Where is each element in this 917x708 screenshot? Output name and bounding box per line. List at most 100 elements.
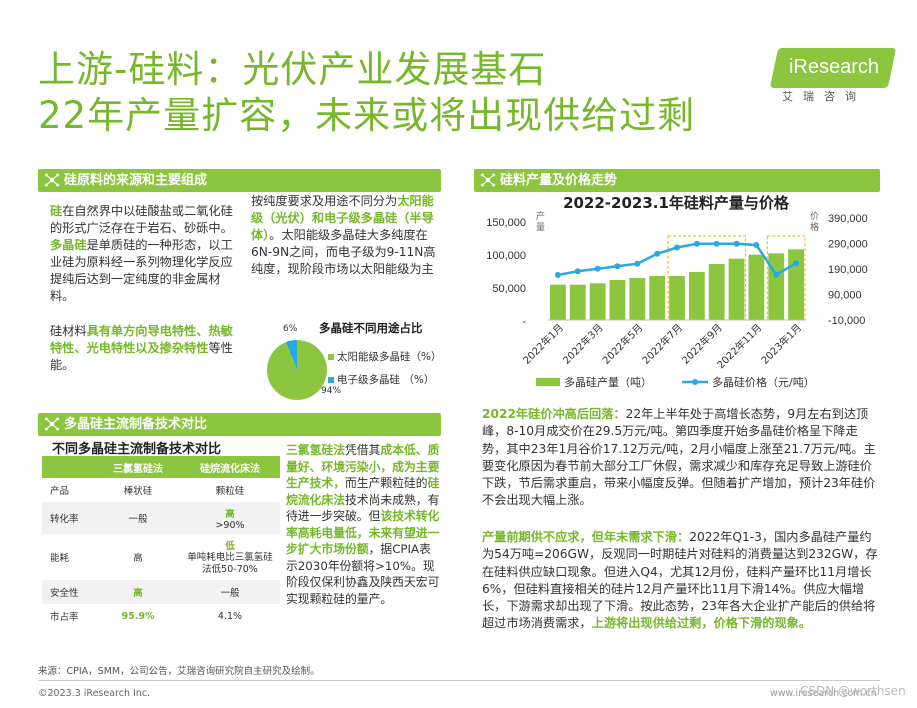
bar-output	[629, 278, 646, 320]
y-left-tick-label: 150,000	[486, 217, 526, 229]
paragraph-purity: 按纯度要求及用途不同分为太阳能级（光伏）和电子级多晶硅（半导体）。太阳能级多晶硅…	[251, 193, 441, 278]
line-price-point	[594, 265, 601, 272]
text: 是单质硅的一种形态，以工业硅为原料经一系列物理化学反应提纯后达到一定纯度的非金属…	[50, 238, 233, 303]
text-highlight: 具有单方向导电特性、热敏特性、光电特性以及掺杂特性	[50, 324, 233, 355]
legend-swatch-output	[536, 378, 560, 386]
line-price-point	[634, 260, 641, 267]
source-note: 来源：CPIA，SMM，公司公告，艾瑞咨询研究院自主研究及绘制。	[38, 666, 320, 677]
section-title: 硅料产量及价格走势	[500, 173, 618, 188]
bar-output	[609, 280, 626, 320]
table-row: 产品 棒状硅 颗粒硅	[42, 478, 280, 502]
page-title-line2: 22年产量扩容，未来或将出现供给过剩	[38, 94, 696, 137]
y-left-tick-label: 50,000	[492, 283, 526, 295]
line-price-point	[654, 250, 661, 257]
network-icon	[45, 417, 59, 431]
section-title: 多晶硅主流制备技术对比	[64, 417, 208, 432]
paragraph-silicon-properties: 硅材料具有单方向导电特性、热敏特性、光电特性以及掺杂特性等性能。	[50, 323, 242, 374]
bar-output	[649, 276, 666, 320]
table-row: 安全性 高 一般	[42, 580, 280, 604]
text: 按纯度要求及用途不同分为	[251, 194, 398, 208]
legend-label-price: 多晶硅价格（元/吨）	[712, 375, 815, 389]
legend-label-output: 多晶硅产量（吨）	[564, 375, 652, 389]
legend-marker-price	[692, 379, 698, 385]
row-label: 安全性	[42, 580, 96, 604]
output-price-chart: 2022-2023.1年硅料产量与价格 150,000 100,000 50,000…	[486, 194, 868, 389]
bar-output	[550, 284, 566, 320]
cell: 颗粒硅	[215, 486, 245, 497]
line-price-point	[733, 240, 740, 247]
pie-legend-solar: 太阳能级多晶硅（%）	[328, 349, 441, 364]
legend-swatch	[328, 377, 334, 383]
chart-title: 2022-2023.1年硅料产量与价格	[563, 194, 790, 212]
legend-label: 太阳能级多晶硅（%）	[337, 351, 442, 363]
text: 凭借其	[345, 443, 381, 457]
row-label: 能耗	[50, 553, 70, 564]
bar-output	[748, 254, 765, 320]
y-right-tick-label: 190,000	[828, 264, 868, 276]
line-price-point	[614, 263, 621, 270]
line-price-point	[574, 268, 581, 275]
cell-note: 单吨耗电比三氯氢硅法低50-70%	[187, 552, 273, 575]
table-header-cell	[42, 456, 96, 478]
logo-subtitle: 艾瑞咨询	[782, 90, 866, 103]
cell-note: >90%	[215, 519, 245, 531]
line-price-point	[674, 244, 680, 251]
pie-title: 多晶硅不同用途占比	[319, 321, 423, 335]
tech-compare-table: 三氯氢硅法 硅烷流化床法 产品 棒状硅 颗粒硅 转化率 一般 高 >90% 能耗 …	[42, 456, 280, 628]
bar-output	[688, 272, 705, 320]
x-tick-label: 2023年1月	[758, 321, 804, 367]
cell: 一般	[96, 502, 180, 534]
text-highlight: 三氯氢硅法	[286, 443, 345, 457]
legend-label: 电子级多晶硅 （%）	[337, 374, 435, 386]
bar-output	[788, 249, 804, 320]
y-right-axis-label: 价	[810, 211, 819, 222]
y-right-axis-label: 格	[810, 221, 819, 233]
row-label: 转化率	[42, 502, 96, 534]
row-label: 产品	[50, 486, 70, 497]
paragraph-supply-demand: 产量前期供不应求，但年末需求下滑：2022年Q1-3，国内多晶硅产量约为54万吨…	[482, 529, 880, 633]
pie-label-electronic: 6%	[283, 324, 298, 334]
x-tick-label: 2022年1月	[520, 321, 566, 367]
cell-highlight: 低	[225, 541, 235, 552]
text-highlight: 上游将出现供给过剩，价格下滑的现象。	[591, 616, 812, 631]
section-header-tech-compare: 多晶硅主流制备技术对比	[38, 413, 441, 436]
table-row: 转化率 一般 高 >90%	[42, 502, 280, 534]
bar-output	[708, 264, 725, 320]
y-left-tick-label: -	[522, 316, 526, 328]
footer-divider	[38, 680, 880, 681]
text-highlight: 成本低、质量好、环境污染小，成为主要生产技术，	[286, 443, 440, 490]
x-tick-label: 2022年5月	[600, 321, 646, 367]
text-highlight: 该技术转化率高耗电量低，未来有望进一步扩大市场份额	[286, 509, 440, 556]
legend-swatch	[328, 354, 334, 360]
site-url: www.iresearch.com.cn	[770, 688, 877, 699]
x-tick-label: 2022年7月	[639, 321, 685, 367]
text: 22年上半年处于高增长态势，9月左右到达顶峰，8-10月成交价在29.5万元/吨…	[482, 407, 876, 508]
text: 硅材料	[50, 324, 87, 338]
text-highlight: 产量前期供不应求，但年末需求下滑：	[482, 530, 690, 544]
cell: 高	[133, 553, 143, 564]
text: ，据CPIA表示2030年份额将>10%。现阶段仅保利协鑫及陕西天宏可实现颗粒硅…	[286, 542, 440, 606]
pie-label-solar: 94%	[321, 386, 342, 396]
paragraph-silicon-intro: 硅在自然界中以硅酸盐或二氧化硅的形式广泛存在于岩石、砂砾中。多晶硅是单质硅的一种…	[50, 203, 242, 305]
network-icon	[45, 173, 59, 187]
cell: 棒状硅	[123, 486, 153, 497]
copyright: ©2023.3 iResearch Inc.	[38, 688, 151, 699]
text-highlight: 太阳能级（光伏）和电子级多晶硅（半导体）	[251, 194, 434, 242]
logo: iResearch	[788, 56, 880, 78]
bar-output	[589, 283, 606, 320]
pie-slice-solar	[267, 340, 328, 400]
network-icon	[481, 173, 495, 187]
line-price-point	[753, 242, 760, 248]
section-title: 硅原料的来源和主要组成	[64, 173, 208, 188]
y-right-tick-label: -10,000	[828, 315, 865, 327]
line-price-point	[554, 272, 561, 278]
table-header-cell: 硅烷流化床法	[180, 456, 280, 478]
cell: 低单吨耗电比三氯氢硅法低50-70%	[180, 534, 280, 580]
y-left-tick-label: 100,000	[486, 250, 526, 262]
section-header-output-price: 硅料产量及价格走势	[474, 169, 880, 192]
paragraph-tech-summary: 三氯氢硅法凭借其成本低、质量好、环境污染小，成为主要生产技术，而生产颗粒硅的硅烷…	[286, 442, 442, 607]
pie-legend-electronic: 电子级多晶硅 （%）	[328, 372, 434, 387]
text: 等性能。	[50, 341, 233, 372]
line-price-point	[793, 260, 800, 267]
paragraph-price-trend: 2022年硅价冲高后回落：22年上半年处于高增长态势，9月左右到达顶峰，8-10…	[482, 406, 880, 510]
